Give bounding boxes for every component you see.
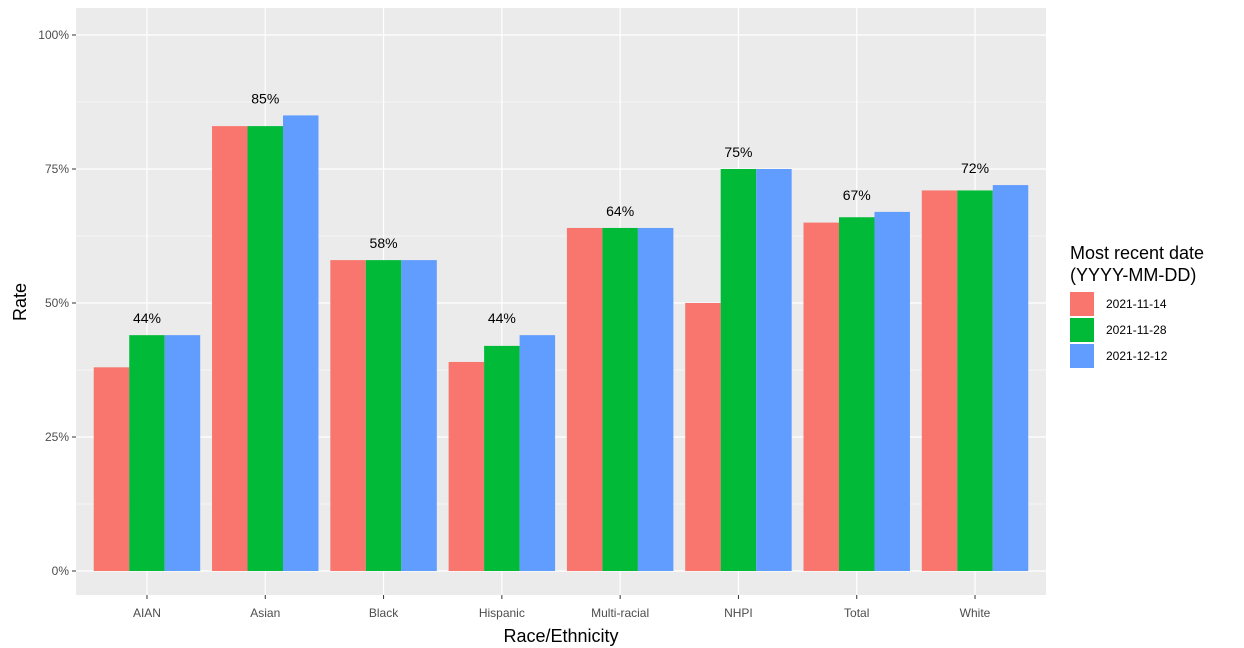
legend-label: 2021-11-14 bbox=[1106, 297, 1167, 311]
bar-total-2021-12-12 bbox=[874, 211, 910, 571]
x-tick-label: Multi-racial bbox=[591, 606, 649, 620]
bar-multi-racial-2021-11-28 bbox=[602, 227, 638, 571]
bar-white-2021-11-28 bbox=[957, 190, 993, 571]
bar-multi-racial-2021-12-12 bbox=[637, 227, 674, 571]
legend-items: 2021-11-14 2021-11-28 2021-12-12 bbox=[1070, 292, 1168, 368]
bar-total-2021-11-28 bbox=[838, 217, 875, 572]
x-axis: AIAN Asian Black Hispanic Multi-racial NHPI To… bbox=[133, 595, 991, 620]
bar-white-2021-11-14 bbox=[921, 190, 958, 571]
y-tick-label: 50% bbox=[45, 296, 69, 310]
bar-asian-2021-12-12 bbox=[283, 115, 319, 572]
x-tick-label: Black bbox=[369, 606, 399, 620]
bar-nhpi-2021-12-12 bbox=[756, 169, 792, 571]
legend: Most recent date (YYYY-MM-DD) 2021-11-14… bbox=[1070, 243, 1204, 368]
data-label: 44% bbox=[133, 310, 161, 326]
y-axis-title: Rate bbox=[10, 283, 30, 321]
data-label: 44% bbox=[488, 310, 516, 326]
bar-white-2021-12-12 bbox=[992, 185, 1029, 571]
y-axis: 0% 25% 50% 75% 100% bbox=[38, 28, 76, 578]
bar-aian-2021-11-28 bbox=[129, 335, 165, 571]
bar-multi-racial-2021-11-14 bbox=[566, 227, 603, 571]
legend-label: 2021-12-12 bbox=[1106, 349, 1168, 363]
bar-hispanic-2021-11-28 bbox=[484, 345, 520, 571]
bar-black-2021-11-28 bbox=[365, 260, 402, 571]
bar-hispanic-2021-12-12 bbox=[519, 335, 556, 571]
bar-nhpi-2021-11-28 bbox=[720, 169, 757, 571]
bar-aian-2021-12-12 bbox=[164, 335, 201, 571]
x-tick-label: Hispanic bbox=[479, 606, 525, 620]
bar-nhpi-2021-11-14 bbox=[685, 303, 721, 571]
x-axis-title: Race/Ethnicity bbox=[503, 626, 618, 646]
x-tick-label: NHPI bbox=[724, 606, 753, 620]
legend-key bbox=[1070, 292, 1094, 316]
data-label: 58% bbox=[370, 235, 398, 251]
bar-total-2021-11-14 bbox=[803, 222, 839, 571]
bars bbox=[93, 115, 1029, 572]
data-label: 72% bbox=[961, 160, 989, 176]
legend-title-line1: Most recent date bbox=[1070, 243, 1204, 263]
data-label: 64% bbox=[606, 203, 634, 219]
legend-key bbox=[1070, 344, 1094, 368]
bar-black-2021-12-12 bbox=[401, 260, 437, 571]
bar-aian-2021-11-14 bbox=[93, 367, 130, 571]
x-tick-label: Total bbox=[844, 606, 869, 620]
y-tick-label: 75% bbox=[45, 162, 69, 176]
bar-asian-2021-11-14 bbox=[212, 126, 248, 572]
x-tick-label: Asian bbox=[250, 606, 280, 620]
legend-label: 2021-11-28 bbox=[1106, 323, 1167, 337]
bar-black-2021-11-14 bbox=[330, 260, 366, 571]
data-label: 75% bbox=[724, 144, 752, 160]
data-label: 67% bbox=[843, 187, 871, 203]
legend-key bbox=[1070, 318, 1094, 342]
x-tick-label: White bbox=[960, 606, 991, 620]
data-labels: 44% 85% 58% 44% 64% 75% 67% 72% bbox=[133, 90, 989, 326]
data-label: 85% bbox=[251, 90, 279, 106]
legend-title-line2: (YYYY-MM-DD) bbox=[1070, 265, 1196, 285]
bar-asian-2021-11-28 bbox=[247, 126, 284, 572]
y-tick-label: 0% bbox=[52, 564, 70, 578]
x-tick-label: AIAN bbox=[133, 606, 161, 620]
y-tick-label: 25% bbox=[45, 430, 69, 444]
bar-hispanic-2021-11-14 bbox=[448, 361, 485, 571]
y-tick-label: 100% bbox=[38, 28, 69, 42]
